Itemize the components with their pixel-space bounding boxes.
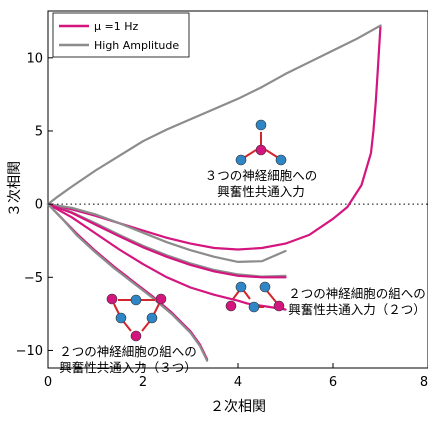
motif-tri-edge-5	[122, 320, 132, 332]
annotation-star: ３つの神経細胞への 興奮性共通入力	[205, 168, 318, 199]
legend-box	[52, 12, 190, 58]
motif-tri-edge-4	[153, 303, 160, 315]
series-line-7	[46, 203, 209, 362]
motif-tri-edge-6	[141, 320, 151, 332]
y-tick-label: 5	[35, 124, 43, 139]
motif-two-pairs-diagram	[225, 281, 285, 313]
legend-label-mu: μ =1 Hz	[94, 20, 138, 33]
series-line-4	[46, 203, 287, 279]
motif-triangle-diagram	[106, 293, 167, 342]
annotation-two-pairs: ２つの神経細胞の組への 興奮性共通入力（２つ）	[288, 286, 426, 317]
motif-two-edge-4	[266, 290, 277, 303]
annotation-triangle: ２つの神経細胞の組への 興奮性共通入力（３つ）	[59, 344, 197, 375]
annotation-two-line1: ２つの神経細胞の組への	[288, 286, 426, 301]
series-line-5	[46, 203, 287, 311]
x-tick-label: 2	[139, 375, 147, 390]
motif-tri-pink-node-bottom	[130, 330, 142, 342]
motif-star-diagram	[235, 119, 287, 166]
annotation-star-line1: ３つの神経細胞への	[205, 168, 318, 183]
motif-star-edge-right	[265, 149, 278, 158]
legend: μ =1 Hz High Amplitude	[52, 12, 190, 58]
motif-tri-blue-node-top	[130, 294, 142, 306]
y-axis-label: ３次相関	[7, 161, 23, 217]
annotation-tri-line1: ２つの神経細胞の組への	[59, 344, 197, 359]
motif-two-edge-1	[232, 290, 240, 300]
motif-two-blue-node-top-left	[235, 281, 247, 293]
motif-tri-blue-node-right	[146, 312, 158, 324]
motif-star-center-node	[255, 144, 267, 156]
annotation-two-line2: 興奮性共通入力（２つ）	[288, 302, 426, 317]
motif-star-right-node	[275, 154, 287, 166]
motif-two-blue-node-top-right	[259, 281, 271, 293]
motif-star-edge-left	[244, 149, 257, 158]
x-tick-label: 6	[329, 375, 337, 390]
motif-tri-blue-node-left	[115, 312, 127, 324]
x-axis-label: ２次相関	[210, 399, 266, 415]
ticks-group: 0 2 4 6 8 10 5 0 −5 −10	[16, 51, 428, 390]
x-tick-label: 0	[44, 375, 52, 390]
series-line-1	[46, 24, 382, 206]
annotation-star-line2: 興奮性共通入力	[217, 184, 305, 199]
motif-star-top-node	[255, 119, 267, 131]
series-line-2	[46, 203, 287, 263]
x-tick-label: 4	[234, 375, 242, 390]
y-tick-label: −10	[16, 344, 43, 359]
motif-two-blue-node-bottom	[248, 301, 260, 313]
y-tick-label: −5	[24, 271, 43, 286]
motif-tri-pink-node-top-left	[106, 293, 118, 305]
motif-two-edge-2	[243, 290, 251, 300]
motif-two-pink-node-left	[225, 300, 237, 312]
motif-star-left-node	[235, 154, 247, 166]
x-tick-label: 8	[420, 375, 428, 390]
motif-tri-pink-node-top-right	[155, 293, 167, 305]
y-tick-label: 10	[26, 51, 43, 66]
series-group	[46, 24, 382, 362]
legend-label-high: High Amplitude	[94, 39, 179, 52]
annotation-tri-line2: 興奮性共通入力（３つ）	[59, 360, 197, 375]
y-tick-label: 0	[35, 198, 43, 213]
motif-tri-edge-3	[113, 303, 120, 315]
motif-two-pink-node-right	[273, 300, 285, 312]
